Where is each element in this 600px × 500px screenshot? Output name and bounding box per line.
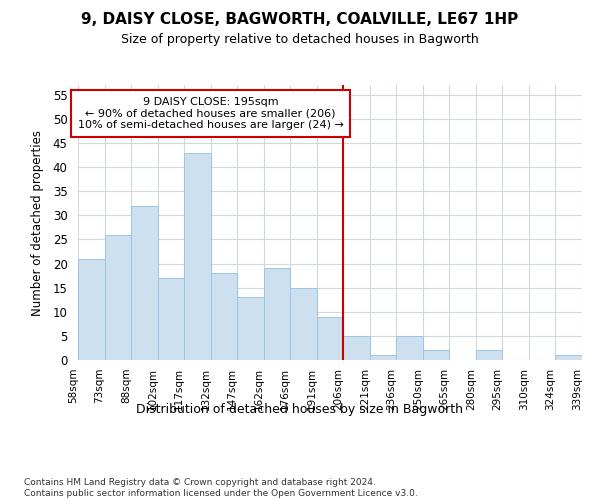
Bar bbox=[104, 234, 131, 360]
Y-axis label: Number of detached properties: Number of detached properties bbox=[31, 130, 44, 316]
Text: 9 DAISY CLOSE: 195sqm
← 90% of detached houses are smaller (206)
10% of semi-det: 9 DAISY CLOSE: 195sqm ← 90% of detached … bbox=[77, 97, 344, 130]
Bar bbox=[78, 258, 104, 360]
Bar bbox=[237, 298, 263, 360]
Bar bbox=[397, 336, 423, 360]
Bar bbox=[476, 350, 502, 360]
Bar bbox=[184, 152, 211, 360]
Bar bbox=[556, 355, 582, 360]
Bar bbox=[131, 206, 158, 360]
Bar bbox=[423, 350, 449, 360]
Bar bbox=[158, 278, 184, 360]
Bar bbox=[317, 316, 343, 360]
Bar bbox=[290, 288, 317, 360]
Bar bbox=[343, 336, 370, 360]
Text: Contains HM Land Registry data © Crown copyright and database right 2024.
Contai: Contains HM Land Registry data © Crown c… bbox=[24, 478, 418, 498]
Bar bbox=[211, 273, 237, 360]
Bar bbox=[263, 268, 290, 360]
Text: Size of property relative to detached houses in Bagworth: Size of property relative to detached ho… bbox=[121, 32, 479, 46]
Text: Distribution of detached houses by size in Bagworth: Distribution of detached houses by size … bbox=[137, 402, 464, 415]
Text: 9, DAISY CLOSE, BAGWORTH, COALVILLE, LE67 1HP: 9, DAISY CLOSE, BAGWORTH, COALVILLE, LE6… bbox=[82, 12, 518, 28]
Bar bbox=[370, 355, 397, 360]
